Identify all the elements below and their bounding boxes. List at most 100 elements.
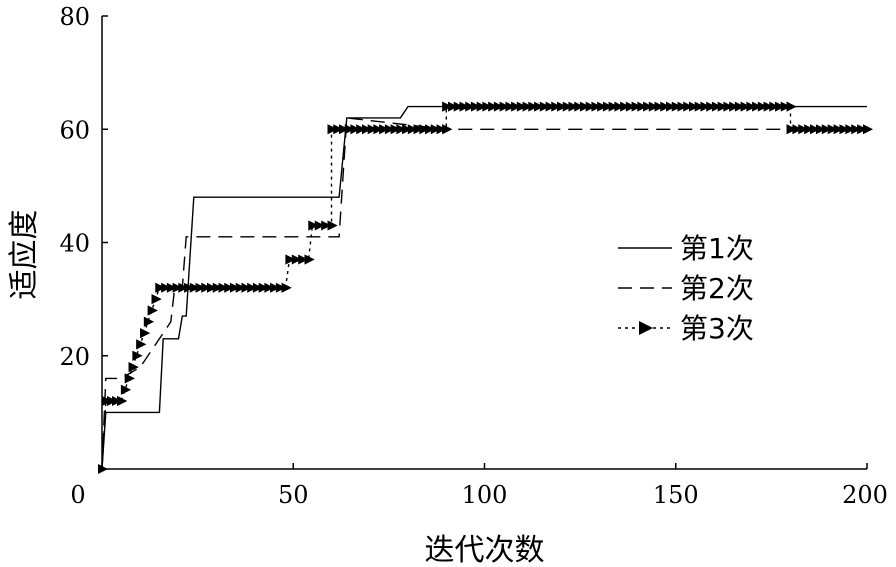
series-3-marker: [694, 101, 705, 112]
series-3-marker: [189, 282, 200, 293]
series-3-marker: [147, 305, 158, 316]
series-3-marker: [476, 101, 487, 112]
series-3-marker: [631, 101, 642, 112]
series-3-marker: [746, 101, 757, 112]
series-3-marker: [857, 124, 868, 135]
series-3-marker: [677, 101, 688, 112]
series-3-marker: [195, 282, 206, 293]
series-3-marker: [308, 220, 319, 231]
series-3-marker: [229, 282, 240, 293]
series-3-marker: [574, 101, 585, 112]
series-3-marker: [660, 101, 671, 112]
series-3-marker: [757, 101, 768, 112]
series-3-marker: [723, 101, 734, 112]
series-3-marker: [711, 101, 722, 112]
series-3-marker: [459, 101, 470, 112]
series-3-marker: [436, 124, 447, 135]
series-3-marker: [143, 316, 154, 327]
legend-label-1: 第1次: [680, 232, 754, 265]
series-3-marker: [522, 101, 533, 112]
series-3-marker: [763, 101, 774, 112]
series-3-marker: [625, 101, 636, 112]
series-3-marker: [430, 124, 441, 135]
series-3-marker: [528, 101, 539, 112]
legend-label-3: 第3次: [680, 312, 754, 345]
series-3-marker: [557, 101, 567, 112]
series-3-marker: [827, 124, 838, 135]
legend-label-2: 第2次: [680, 272, 754, 305]
series-3-marker: [270, 282, 281, 293]
series-3-marker: [769, 101, 780, 112]
series-3-marker: [384, 124, 395, 135]
series-3-marker: [752, 101, 763, 112]
series-3-marker: [172, 282, 183, 293]
series-3-marker: [780, 101, 791, 112]
series-3-marker: [106, 396, 117, 407]
series-3-marker: [608, 101, 619, 112]
series-3-marker: [493, 101, 504, 112]
series-3-marker: [285, 254, 296, 265]
series-3-marker: [413, 124, 424, 135]
series-3-marker: [207, 282, 218, 293]
series-3-marker: [534, 101, 545, 112]
series-3-marker: [442, 124, 453, 135]
series-3-marker: [734, 101, 745, 112]
series-3-marker: [390, 124, 401, 135]
series-3-marker: [379, 124, 390, 135]
series-3-marker: [482, 101, 493, 112]
series-3-marker: [314, 220, 325, 231]
series-3-marker: [333, 124, 344, 135]
series-3-marker: [775, 101, 786, 112]
series-3-marker: [281, 282, 292, 293]
series-3-marker: [637, 101, 648, 112]
series-3-marker: [729, 101, 740, 112]
series-3-marker: [166, 282, 177, 293]
series-3-marker: [465, 101, 476, 112]
series-3-marker: [839, 124, 850, 135]
y-tick-label: 40: [59, 230, 90, 258]
series-3-marker: [447, 101, 458, 112]
series-3-marker: [815, 124, 826, 135]
series-3-marker: [602, 101, 613, 112]
series-3-marker: [511, 101, 522, 112]
series-3-marker: [252, 282, 263, 293]
x-axis-title: 迭代次数: [425, 533, 545, 567]
series-3-marker: [350, 124, 361, 135]
series-3-marker: [247, 282, 258, 293]
series-3-marker: [539, 101, 550, 112]
series-3-marker: [671, 101, 682, 112]
series-3-marker: [562, 101, 573, 112]
series-3-marker: [402, 124, 413, 135]
series-3-marker: [453, 101, 464, 112]
series-3-marker: [367, 124, 378, 135]
series-3-marker: [706, 101, 717, 112]
series-3-marker: [212, 282, 223, 293]
series-3-marker: [488, 101, 499, 112]
series-3-marker: [155, 282, 166, 293]
series-3-marker: [568, 101, 579, 112]
series-3-marker: [117, 396, 128, 407]
series-3-marker: [321, 220, 332, 231]
series-3-marker: [201, 282, 212, 293]
y-tick-label: 20: [59, 343, 90, 371]
series-3-marker: [425, 124, 436, 135]
series-3-marker: [545, 101, 556, 112]
series-3-marker: [597, 101, 608, 112]
series-3-marker: [516, 101, 527, 112]
series-3-marker: [98, 464, 108, 474]
series-3-marker: [786, 124, 797, 135]
series-3-marker: [614, 101, 625, 112]
series-3-marker: [373, 124, 384, 135]
series-3-marker: [688, 101, 699, 112]
series-3-marker: [356, 124, 367, 135]
series-3-marker: [344, 124, 355, 135]
series-3-marker: [275, 282, 286, 293]
series-3-marker: [112, 396, 123, 407]
series-3-marker: [620, 101, 631, 112]
series-3-marker: [151, 294, 162, 305]
series-3-marker: [241, 282, 252, 293]
series-3-marker: [124, 373, 135, 384]
series-3-marker: [585, 101, 596, 112]
series-3-marker: [304, 254, 315, 265]
